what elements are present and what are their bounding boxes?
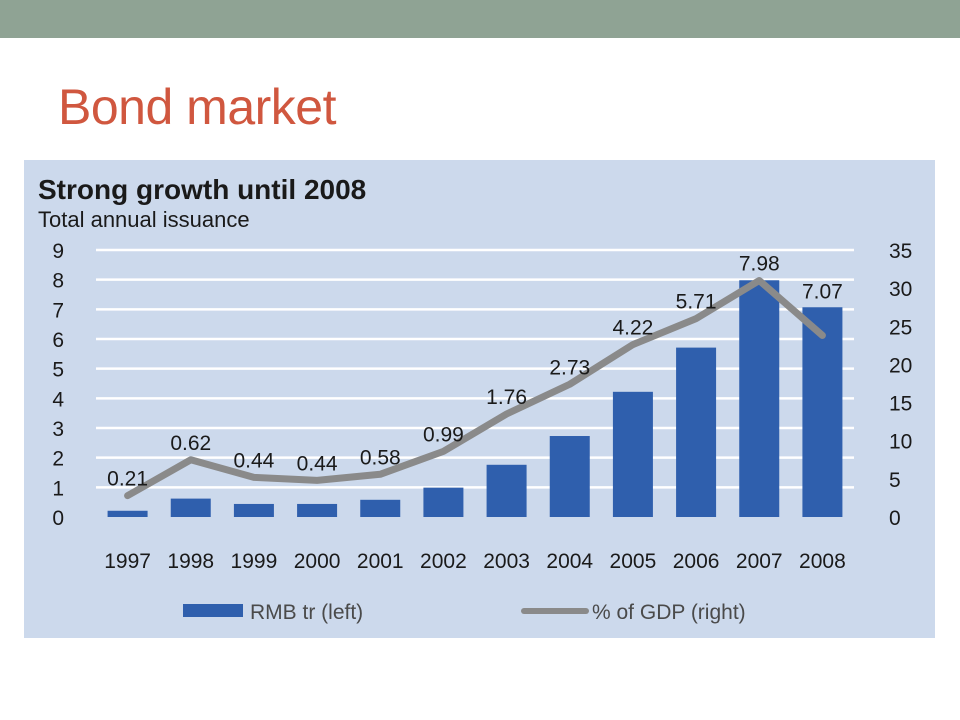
legend-line-label: % of GDP (right) <box>592 601 746 624</box>
left-axis-tick-label: 7 <box>52 299 64 322</box>
left-axis-tick-label: 4 <box>52 388 64 411</box>
x-axis-tick-label: 2002 <box>420 550 467 573</box>
right-axis-tick-label: 35 <box>889 240 912 263</box>
legend-bar-label: RMB tr (left) <box>250 601 363 624</box>
left-axis-tick-label: 5 <box>52 359 64 382</box>
x-axis-tick-label: 2007 <box>736 550 783 573</box>
bar <box>360 499 401 517</box>
top-accent-bar <box>0 0 960 38</box>
x-axis-tick-label: 2000 <box>294 550 341 573</box>
right-axis-tick-label: 25 <box>889 316 912 339</box>
left-axis-tick-label: 3 <box>52 418 64 441</box>
x-axis-tick-label: 1997 <box>104 550 151 573</box>
x-axis-tick-label: 2001 <box>357 550 404 573</box>
right-axis-tick-label: 15 <box>889 393 912 416</box>
bar-value-label: 2.73 <box>549 356 590 379</box>
bar-value-label: 0.62 <box>170 432 211 455</box>
left-axis-tick-label: 1 <box>52 477 64 500</box>
x-axis-tick-label: 1998 <box>167 550 214 573</box>
bar-value-label: 0.58 <box>360 446 401 469</box>
bar <box>612 391 653 517</box>
x-axis-tick-label: 2003 <box>483 550 530 573</box>
chart-title: Strong growth until 2008 <box>38 174 367 205</box>
x-axis-tick-label: 2005 <box>610 550 657 573</box>
bar-value-label: 7.98 <box>739 253 780 276</box>
chart-panel: Strong growth until 2008 Total annual is… <box>24 160 935 638</box>
bar-value-label: 1.76 <box>486 386 527 409</box>
slide-title: Bond market <box>58 79 336 135</box>
bond-issuance-chart: 0 1 2 3 4 5 6 7 8 9 0 5 10 15 20 25 30 35 0.21 0.62 0.44 0.44… <box>52 240 912 624</box>
bar <box>802 307 843 517</box>
bar <box>170 498 211 517</box>
right-axis-tick-label: 0 <box>889 507 901 530</box>
bar-value-label: 7.07 <box>802 280 843 303</box>
bar-value-label: 4.22 <box>612 317 653 340</box>
right-axis-tick-label: 20 <box>889 354 912 377</box>
legend-bar-swatch <box>183 604 243 617</box>
chart-subtitle: Total annual issuance <box>38 207 250 232</box>
bar-value-label: 5.71 <box>676 291 717 314</box>
right-axis-tick-label: 10 <box>889 431 912 454</box>
bar <box>739 280 780 517</box>
left-axis-tick-label: 2 <box>52 448 64 471</box>
x-axis-tick-label: 2008 <box>799 550 846 573</box>
right-axis-tick-label: 30 <box>889 278 912 301</box>
left-axis-tick-label: 6 <box>52 329 64 352</box>
gdp-share-line <box>124 277 826 500</box>
bar <box>107 510 148 517</box>
bar <box>676 347 717 517</box>
right-axis-tick-label: 5 <box>889 469 901 492</box>
bar <box>297 503 338 517</box>
x-axis-tick-label: 2004 <box>546 550 593 573</box>
left-axis-tick-label: 9 <box>52 240 64 263</box>
bar <box>549 436 590 517</box>
bar-value-label: 0.99 <box>423 423 464 446</box>
bar-value-label: 0.44 <box>297 452 338 475</box>
x-axis-tick-label: 2006 <box>673 550 720 573</box>
bar <box>486 464 527 517</box>
bar-value-label: 0.21 <box>107 468 148 491</box>
bar <box>233 503 274 517</box>
x-axis-tick-label: 1999 <box>231 550 278 573</box>
bar-value-label: 0.44 <box>233 449 274 472</box>
left-axis-tick-label: 0 <box>52 507 64 530</box>
left-axis-tick-label: 8 <box>52 270 64 293</box>
bar <box>423 487 464 517</box>
